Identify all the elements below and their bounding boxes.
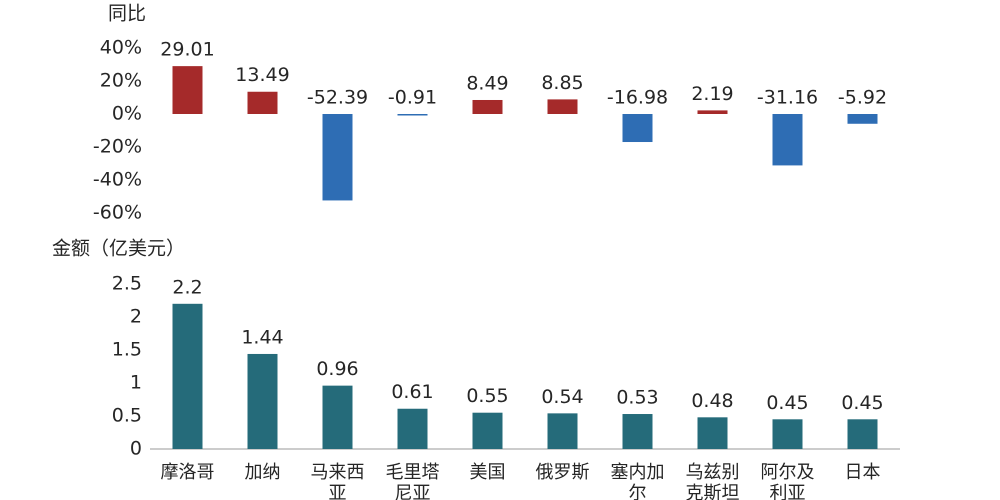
top-bar bbox=[472, 99, 503, 114]
bottom-bar bbox=[397, 408, 428, 449]
x-category-label: 日本 bbox=[845, 462, 881, 483]
top-data-label: 2.19 bbox=[691, 83, 733, 105]
top-y-tick-label: 40% bbox=[100, 37, 142, 59]
top-data-label: 29.01 bbox=[160, 39, 214, 61]
bottom-data-label: 0.54 bbox=[541, 386, 583, 408]
top-bar bbox=[322, 114, 353, 201]
bottom-bar bbox=[772, 419, 803, 449]
bottom-y-tick-label: 0.5 bbox=[112, 405, 142, 427]
x-category-label: 美国 bbox=[470, 462, 506, 483]
bottom-bar bbox=[622, 414, 653, 449]
top-data-label: -0.91 bbox=[388, 87, 437, 109]
bottom-data-label: 0.45 bbox=[766, 392, 808, 414]
bottom-data-label: 1.44 bbox=[241, 326, 283, 348]
top-y-tick-label: -60% bbox=[93, 202, 142, 224]
top-bar bbox=[547, 99, 578, 114]
top-axis-title: 同比 bbox=[108, 3, 146, 25]
x-category-label: 阿尔及 bbox=[761, 462, 815, 483]
x-category-label: 加纳 bbox=[245, 462, 281, 483]
top-data-label: -52.39 bbox=[307, 87, 368, 109]
x-category-label: 马来西 bbox=[311, 462, 365, 483]
top-y-tick-label: 20% bbox=[100, 70, 142, 92]
x-category-label: 亚 bbox=[329, 483, 347, 500]
bottom-data-label: 0.53 bbox=[616, 387, 658, 409]
bottom-bar bbox=[472, 412, 503, 449]
bottom-axis-title: 金额（亿美元） bbox=[52, 238, 185, 260]
bottom-bar bbox=[322, 385, 353, 449]
top-bar bbox=[772, 114, 803, 166]
bottom-data-label: 0.55 bbox=[466, 385, 508, 407]
x-category-label: 摩洛哥 bbox=[161, 462, 215, 483]
x-category-label: 利亚 bbox=[770, 483, 806, 500]
top-data-label: -31.16 bbox=[757, 87, 818, 109]
top-data-label: 13.49 bbox=[235, 64, 289, 86]
bottom-data-label: 0.96 bbox=[316, 358, 358, 380]
top-data-label: 8.85 bbox=[541, 72, 583, 94]
top-y-tick-label: -40% bbox=[93, 169, 142, 191]
bottom-bar bbox=[247, 353, 278, 449]
bottom-bar bbox=[547, 413, 578, 449]
bottom-data-label: 2.2 bbox=[172, 276, 202, 298]
x-category-label: 塞内加 bbox=[611, 462, 665, 483]
top-data-label: 8.49 bbox=[466, 72, 508, 94]
top-bar bbox=[847, 114, 878, 124]
top-bar bbox=[697, 110, 728, 114]
x-category-label: 尔 bbox=[629, 483, 647, 500]
bottom-y-tick-label: 0 bbox=[130, 438, 142, 460]
x-category-label: 毛里塔 bbox=[386, 462, 440, 483]
x-category-label: 乌兹别 bbox=[686, 462, 740, 483]
top-data-label: -16.98 bbox=[607, 87, 668, 109]
bottom-y-tick-label: 2.5 bbox=[112, 273, 142, 295]
bottom-data-label: 0.61 bbox=[391, 381, 433, 403]
bottom-data-label: 0.45 bbox=[841, 392, 883, 414]
x-category-label: 尼亚 bbox=[395, 483, 431, 500]
bottom-y-tick-label: 1.5 bbox=[112, 339, 142, 361]
top-bar bbox=[622, 114, 653, 143]
bottom-data-label: 0.48 bbox=[691, 390, 733, 412]
top-bar bbox=[172, 66, 203, 114]
top-bar bbox=[397, 114, 428, 116]
bottom-bar bbox=[172, 303, 203, 449]
x-category-label: 俄罗斯 bbox=[536, 462, 590, 483]
x-category-label: 克斯坦 bbox=[686, 483, 740, 500]
top-data-label: -5.92 bbox=[838, 87, 887, 109]
bottom-y-tick-label: 2 bbox=[130, 306, 142, 328]
top-y-tick-label: 0% bbox=[112, 103, 142, 125]
top-bar bbox=[247, 91, 278, 114]
bottom-y-tick-label: 1 bbox=[130, 372, 142, 394]
bottom-bar bbox=[697, 417, 728, 449]
top-y-tick-label: -20% bbox=[93, 136, 142, 158]
bottom-bar bbox=[847, 419, 878, 449]
